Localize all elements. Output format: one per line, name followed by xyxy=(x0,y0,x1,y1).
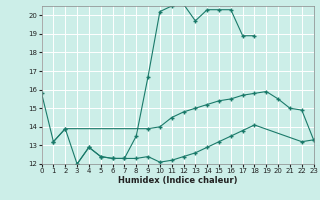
X-axis label: Humidex (Indice chaleur): Humidex (Indice chaleur) xyxy=(118,176,237,185)
